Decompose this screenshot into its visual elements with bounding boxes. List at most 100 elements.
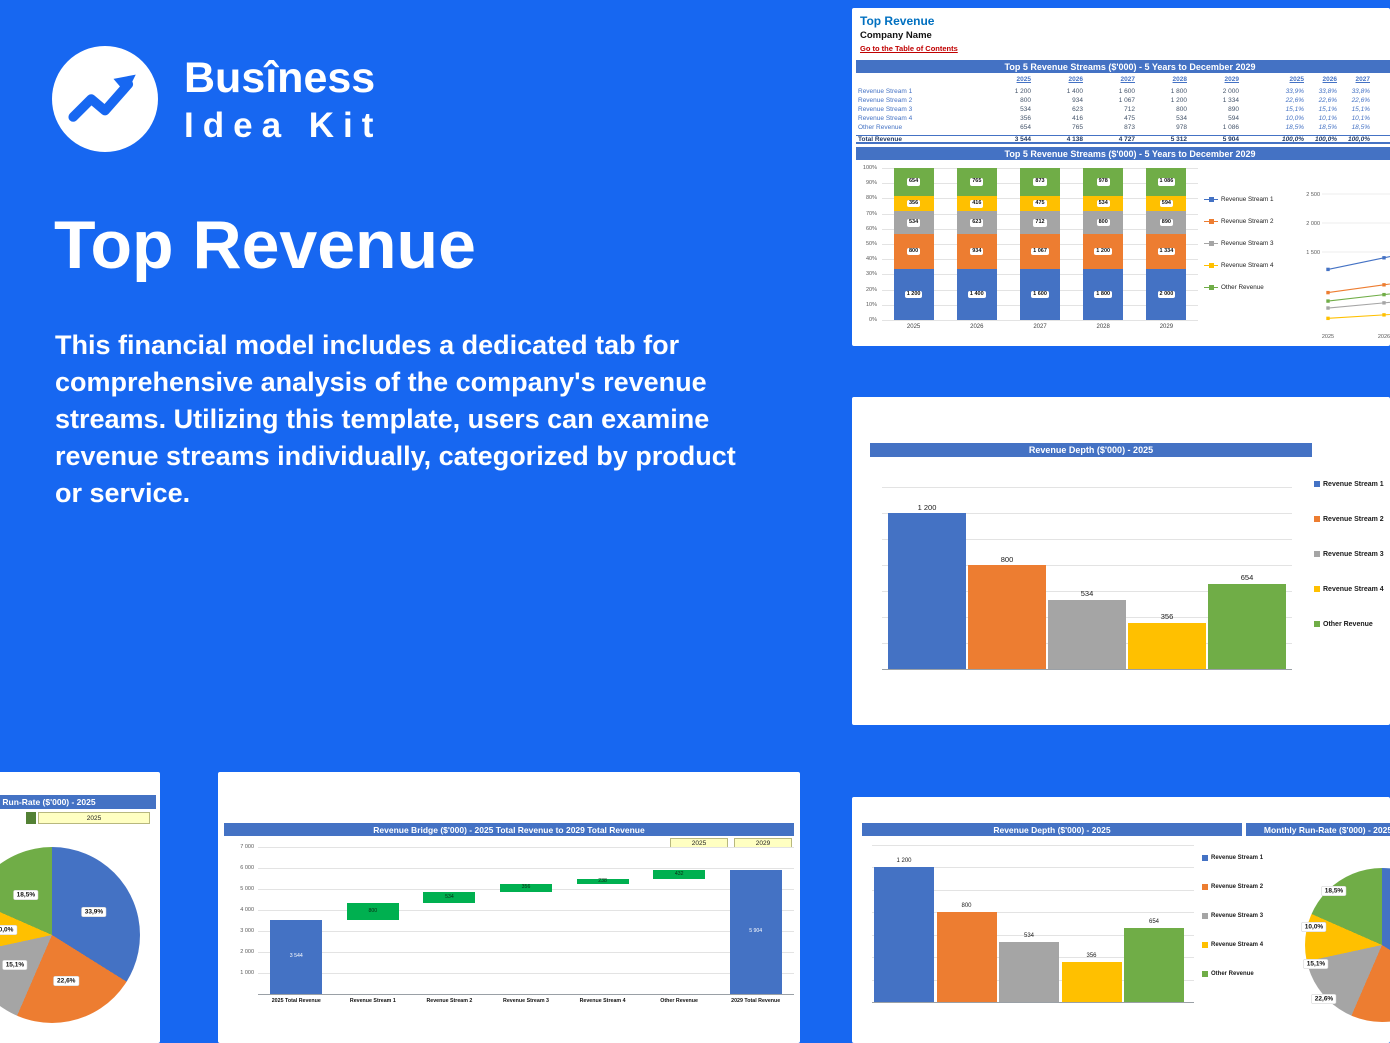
year-column-header: 2025 (1016, 76, 1031, 83)
depth-chart-legend: Revenue Stream 1 Revenue Stream 2 Revenue … (1314, 479, 1390, 679)
y-axis-tick: 5 000 (240, 886, 254, 892)
legend-label: Revenue Stream 1 (1221, 195, 1274, 203)
stacked-plot-area: 1 200 800 534 356 654 1 400 934 623 416 765 1 600 1… (882, 168, 1198, 321)
segment-value-label: 712 (1033, 219, 1047, 227)
row-label: Revenue Stream 4 (858, 115, 913, 122)
waterfall-bar: 432 (653, 870, 706, 880)
bridge-year-from-value: 2025 (691, 839, 707, 847)
depth-bar-chart: 1 200 800 534 356 654 (882, 487, 1292, 670)
year-selector-accent (26, 812, 36, 824)
legend-item: Revenue Stream 2 (1204, 216, 1274, 226)
legend-square (1208, 218, 1214, 224)
bar-segment: 654 (893, 168, 934, 197)
x-axis-line (258, 994, 794, 995)
bar-segment: 800 (893, 234, 934, 269)
legend-square (1208, 196, 1214, 202)
segment-value-label: 1 086 (1157, 178, 1176, 186)
svg-text:2 500: 2 500 (1306, 192, 1320, 198)
waterfall-bar: 800 (346, 902, 399, 920)
brand-wordmark: Busîness Idea Kit (184, 54, 382, 146)
table-header-bar: Top 5 Revenue Streams ($'000) - 5 Years … (856, 60, 1390, 73)
legend-marker (1202, 855, 1208, 861)
row-label: Revenue Stream 3 (858, 106, 913, 113)
bar-value-label: 1 200 (917, 502, 937, 512)
value-cell: 1 400 (1066, 88, 1083, 95)
segment-value-label: 934 (970, 247, 984, 256)
table-of-contents-link[interactable]: Go to the Table of Contents (860, 44, 958, 53)
value-cell: 1 200 (1170, 97, 1187, 104)
bar-segment: 1 067 (1020, 234, 1060, 269)
bar-segment: 534 (1083, 196, 1124, 212)
value-cell: 5 312 (1170, 136, 1187, 143)
segment-value-label: 534 (1096, 199, 1110, 208)
legend-marker (1202, 913, 1208, 919)
bar-segment: 800 (1083, 211, 1124, 235)
segment-value-label: 1 200 (904, 290, 923, 299)
segment-value-label: 654 (907, 178, 921, 186)
bar-segment: 594 (1146, 195, 1187, 212)
y-axis-tick: 30% (865, 271, 877, 278)
waterfall-bar: 3 544 (270, 919, 323, 994)
gridline (882, 591, 1292, 592)
value-cell: 4 727 (1118, 136, 1135, 143)
segment-value-label: 594 (1159, 199, 1173, 208)
bar-segment: 1 400 (956, 268, 997, 320)
bar-segment: 534 (893, 211, 934, 235)
pct-cell: 10,0% (1285, 115, 1304, 122)
bar-segment: 873 (1020, 168, 1060, 197)
bridge-header-bar: Revenue Bridge ($'000) - 2025 Total Reve… (224, 823, 794, 836)
value-cell: 356 (1020, 115, 1031, 122)
segment-value-label: 1 067 (1031, 247, 1049, 256)
legend-item: Revenue Stream 3 (1204, 238, 1274, 248)
revenue-bridge-panel: Revenue Bridge ($'000) - 2025 Total Reve… (218, 772, 800, 1043)
legend-label: Revenue Stream 2 (1211, 884, 1264, 890)
bar (936, 912, 997, 1002)
pct-cell: 33,8% (1351, 88, 1370, 95)
legend-label: Other Revenue (1323, 620, 1373, 628)
row-label: Total Revenue (858, 136, 902, 143)
year-selector[interactable]: 2025 (38, 812, 150, 824)
pct-cell: 15,1% (1285, 106, 1304, 113)
svg-text:2 000: 2 000 (1306, 221, 1320, 227)
x-axis-tick: 2025 Total Revenue (271, 998, 321, 1004)
bar-segment: 1 200 (893, 268, 934, 320)
legend-marker (1314, 621, 1320, 627)
gridline (872, 912, 1194, 913)
value-cell: 800 (1020, 97, 1031, 104)
segment-value-label: 978 (1096, 178, 1110, 186)
y-axis-tick: 4 000 (240, 907, 254, 913)
segment-value-label: 1 600 (1031, 290, 1049, 299)
legend-item: Revenue Stream 3 (1314, 549, 1384, 559)
pct-cell: 33,8% (1318, 88, 1337, 95)
segment-value-label: 890 (1159, 218, 1173, 227)
segment-value-label: 1 334 (1157, 247, 1176, 256)
y-axis-tick: 10% (865, 301, 877, 308)
x-axis-tick: Revenue Stream 4 (579, 998, 626, 1004)
legend-label: Other Revenue (1221, 283, 1264, 291)
value-cell: 475 (1124, 115, 1135, 122)
legend-label: Revenue Stream 1 (1323, 480, 1384, 488)
bar-segment: 416 (956, 196, 997, 212)
pct-year-column-header: 2025 (1289, 76, 1304, 83)
spreadsheet-panel: Top Revenue Company Name Go to the Table… (852, 8, 1390, 346)
x-axis-tick: 2028 (1096, 324, 1110, 330)
legend-item: Revenue Stream 3 (1202, 911, 1263, 921)
table-row: Revenue Stream 1 1 200 1 400 1 600 1 800 2 00… (856, 88, 1390, 97)
depth-bar-chart-small: 1 200 800 534 356 654 (872, 844, 1194, 1003)
bar-segment: 712 (1020, 211, 1060, 235)
legend-label: Revenue Stream 4 (1221, 261, 1274, 269)
gridline (872, 934, 1194, 936)
svg-text:1 500: 1 500 (1306, 250, 1320, 256)
legend-square (1208, 240, 1214, 246)
pct-cell: 18,5% (1351, 124, 1370, 131)
bar-segment: 2 000 (1146, 268, 1187, 320)
y-axis-tick: 2 000 (240, 949, 254, 955)
value-cell: 5 904 (1222, 136, 1239, 143)
stacked-bar-chart: 1 200 800 534 356 654 1 400 934 623 416 765 1 600 1… (856, 164, 1202, 342)
value-cell: 1 067 (1118, 97, 1135, 104)
row-label: Revenue Stream 2 (858, 97, 913, 104)
x-axis-tick: 2025 (906, 324, 921, 330)
legend-item: Other Revenue (1314, 619, 1373, 629)
x-axis-tick: Other Revenue (660, 998, 698, 1004)
runrate-panel: Run-Rate ($'000) - 2025 2025 33,9% 22,6% 1… (0, 772, 160, 1043)
